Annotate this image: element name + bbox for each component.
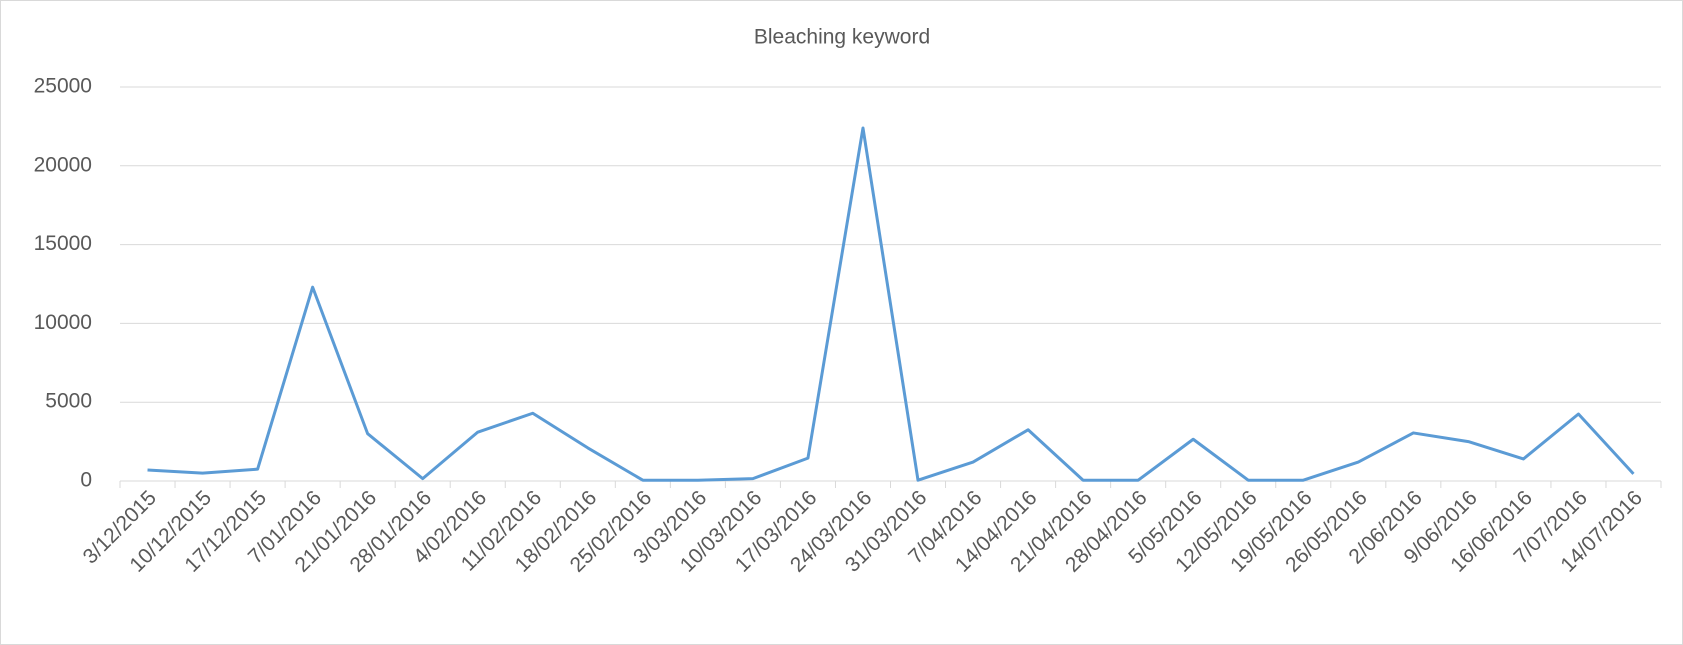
y-tick-label: 15000 <box>34 232 92 255</box>
chart-title: Bleaching keyword <box>754 26 930 49</box>
y-tick-label: 25000 <box>34 75 92 98</box>
y-tick-label: 20000 <box>34 153 92 176</box>
data-line <box>147 126 1635 482</box>
y-tick-label: 10000 <box>34 311 92 334</box>
y-tick-label: 0 <box>80 469 92 492</box>
y-tick-label: 5000 <box>45 390 92 413</box>
